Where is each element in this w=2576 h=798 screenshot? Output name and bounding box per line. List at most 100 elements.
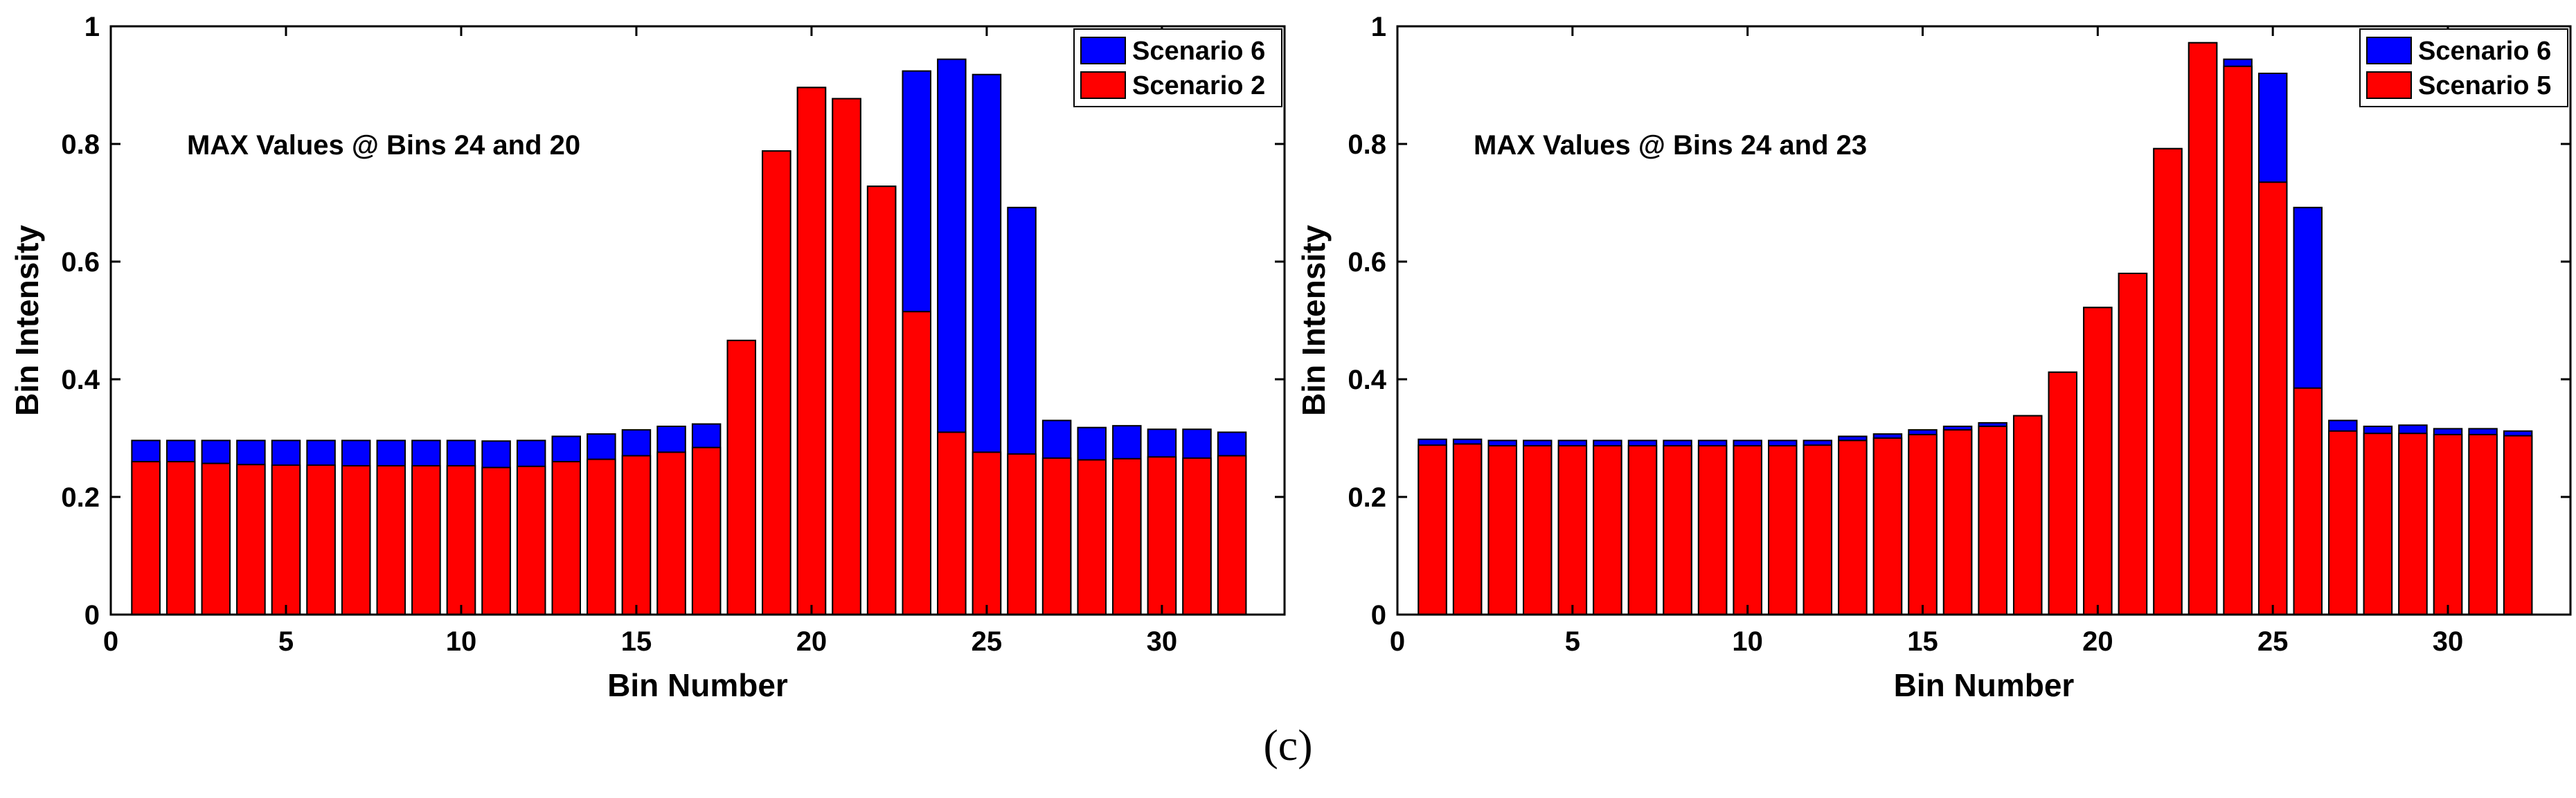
bar-series2-bin-8 <box>1663 445 1692 615</box>
bar-series2-bin-1 <box>1417 444 1447 616</box>
bar-series2-bin-24 <box>2223 65 2253 616</box>
bar-series2-bin-25 <box>972 451 1002 616</box>
legend: Scenario 6 Scenario 5 <box>2359 28 2568 107</box>
y-tick-label: 1 <box>84 12 100 42</box>
bar-series2-bin-28 <box>1077 459 1107 616</box>
bar-series2-bin-1 <box>131 461 161 615</box>
chart-panel-1: 0 5 10 15 20 25 30 0 0.2 0.4 0.6 0.8 1 Bin Number Bin … <box>9 12 1286 703</box>
bar-series2-bin-13 <box>1838 439 1868 616</box>
bar-series2-bin-23 <box>902 311 931 615</box>
bar-series2-bin-28 <box>2363 433 2393 615</box>
bar-series2-bin-20 <box>2083 307 2113 615</box>
bar-series2-bin-14 <box>1872 437 1903 615</box>
bar-series2-bin-32 <box>2503 435 2533 615</box>
legend-entry-1: Scenario 6 <box>2418 37 2551 66</box>
bar-series2-bin-21 <box>2118 273 2148 615</box>
bar-series2-bin-26 <box>1007 453 1037 616</box>
bar-series2-bin-12 <box>516 465 546 615</box>
y-tick-label: 0 <box>84 600 100 631</box>
legend-entry-1: Scenario 6 <box>1132 37 1265 66</box>
bar-series2-bin-10 <box>1733 445 1762 615</box>
x-tick-label: 20 <box>2082 626 2113 657</box>
x-tick-label: 5 <box>278 626 294 657</box>
x-tick-label: 15 <box>1907 626 1938 657</box>
y-axis-label: Bin Intensity <box>1296 225 1332 416</box>
bar-series2-bin-6 <box>1593 445 1622 615</box>
bar-series2-bin-18 <box>726 339 756 615</box>
x-tick-label: 25 <box>972 626 1003 657</box>
bar-series2-bin-16 <box>656 451 686 616</box>
bar-series2-bin-8 <box>376 464 406 616</box>
bar-series2-bin-9 <box>411 464 441 616</box>
bar-series2-bin-27 <box>1041 457 1072 616</box>
bar-series2-bin-2 <box>166 461 196 615</box>
bar-series2-bin-25 <box>2257 181 2288 615</box>
bar-series2-bin-18 <box>2012 415 2043 615</box>
bar-series2-bin-4 <box>1523 445 1553 615</box>
x-axis-label: Bin Number <box>1894 667 2075 703</box>
bar-series2-bin-30 <box>1147 456 1177 616</box>
bar-series2-bin-17 <box>691 446 722 615</box>
y-tick-label: 1 <box>1371 12 1386 42</box>
legend-swatch-1 <box>1080 37 1126 64</box>
bar-series2-bin-12 <box>1803 444 1833 616</box>
y-tick-label: 0.8 <box>61 129 100 160</box>
bar-series2-bin-32 <box>1217 455 1247 615</box>
bar-series2-bin-23 <box>2188 42 2218 616</box>
bar-series2-bin-14 <box>587 458 616 615</box>
bar-series2-bin-21 <box>832 98 861 616</box>
legend-swatch-2 <box>2366 71 2412 99</box>
bar-series2-bin-11 <box>481 466 511 615</box>
y-tick-label: 0.2 <box>1348 482 1386 513</box>
bar-series2-bin-7 <box>1627 445 1658 615</box>
bar-series2-bin-15 <box>621 455 652 615</box>
bar-series2-bin-30 <box>2433 433 2463 616</box>
bar-series2-bin-2 <box>1452 443 1483 615</box>
x-tick-label: 30 <box>2433 626 2464 657</box>
bar-series2-bin-19 <box>762 150 791 615</box>
x-tick-label: 30 <box>1147 626 1178 657</box>
bar-series2-bin-7 <box>341 464 371 616</box>
bar-series2-bin-22 <box>2153 147 2183 616</box>
x-tick-label: 0 <box>103 626 118 657</box>
y-tick-label: 0 <box>1371 600 1386 631</box>
x-tick-label: 10 <box>1732 626 1763 657</box>
y-tick-label: 0.8 <box>1348 129 1386 160</box>
bar-series2-bin-6 <box>306 464 336 615</box>
x-tick-label: 25 <box>2257 626 2289 657</box>
bar-series2-bin-27 <box>2328 430 2358 615</box>
bar-series2-bin-10 <box>446 464 476 616</box>
legend: Scenario 6 Scenario 2 <box>1073 28 1282 107</box>
max-values-annotation: MAX Values @ Bins 24 and 20 <box>187 130 580 161</box>
bar-series2-bin-15 <box>1908 433 1938 616</box>
x-tick-label: 5 <box>1565 626 1580 657</box>
bar-series2-bin-19 <box>2048 371 2078 615</box>
bar-series2-bin-5 <box>271 464 301 615</box>
y-axis-label: Bin Intensity <box>9 225 45 416</box>
legend-swatch-1 <box>2366 37 2412 64</box>
legend-swatch-2 <box>1080 71 1126 99</box>
bar-series2-bin-24 <box>937 431 967 615</box>
y-tick-label: 0.4 <box>1348 365 1386 395</box>
bar-series2-bin-17 <box>1978 426 2007 615</box>
legend-entry-2: Scenario 5 <box>2418 71 2551 100</box>
y-tick-label: 0.4 <box>61 365 100 395</box>
bar-series2-bin-5 <box>1557 445 1588 615</box>
bar-series2-bin-16 <box>1942 429 1973 615</box>
bar-series2-bin-31 <box>2468 433 2498 616</box>
plot-area-frame <box>109 25 1286 616</box>
chart-panel-2: 0 5 10 15 20 25 30 0 0.2 0.4 0.6 0.8 1 Bin Number Bin … <box>1296 12 2572 703</box>
bar-series2-bin-29 <box>2398 433 2428 615</box>
bar-series2-bin-3 <box>201 462 231 615</box>
bar-series2-bin-31 <box>1182 457 1212 616</box>
x-tick-label: 15 <box>621 626 652 657</box>
x-tick-label: 10 <box>446 626 477 657</box>
bar-series2-bin-9 <box>1697 445 1728 615</box>
bar-series2-bin-11 <box>1768 445 1798 615</box>
x-tick-label: 20 <box>796 626 828 657</box>
bar-series2-bin-4 <box>236 464 266 615</box>
plot-area-frame <box>1396 25 2572 616</box>
bar-series2-bin-13 <box>551 461 582 615</box>
x-axis-label: Bin Number <box>607 667 788 703</box>
